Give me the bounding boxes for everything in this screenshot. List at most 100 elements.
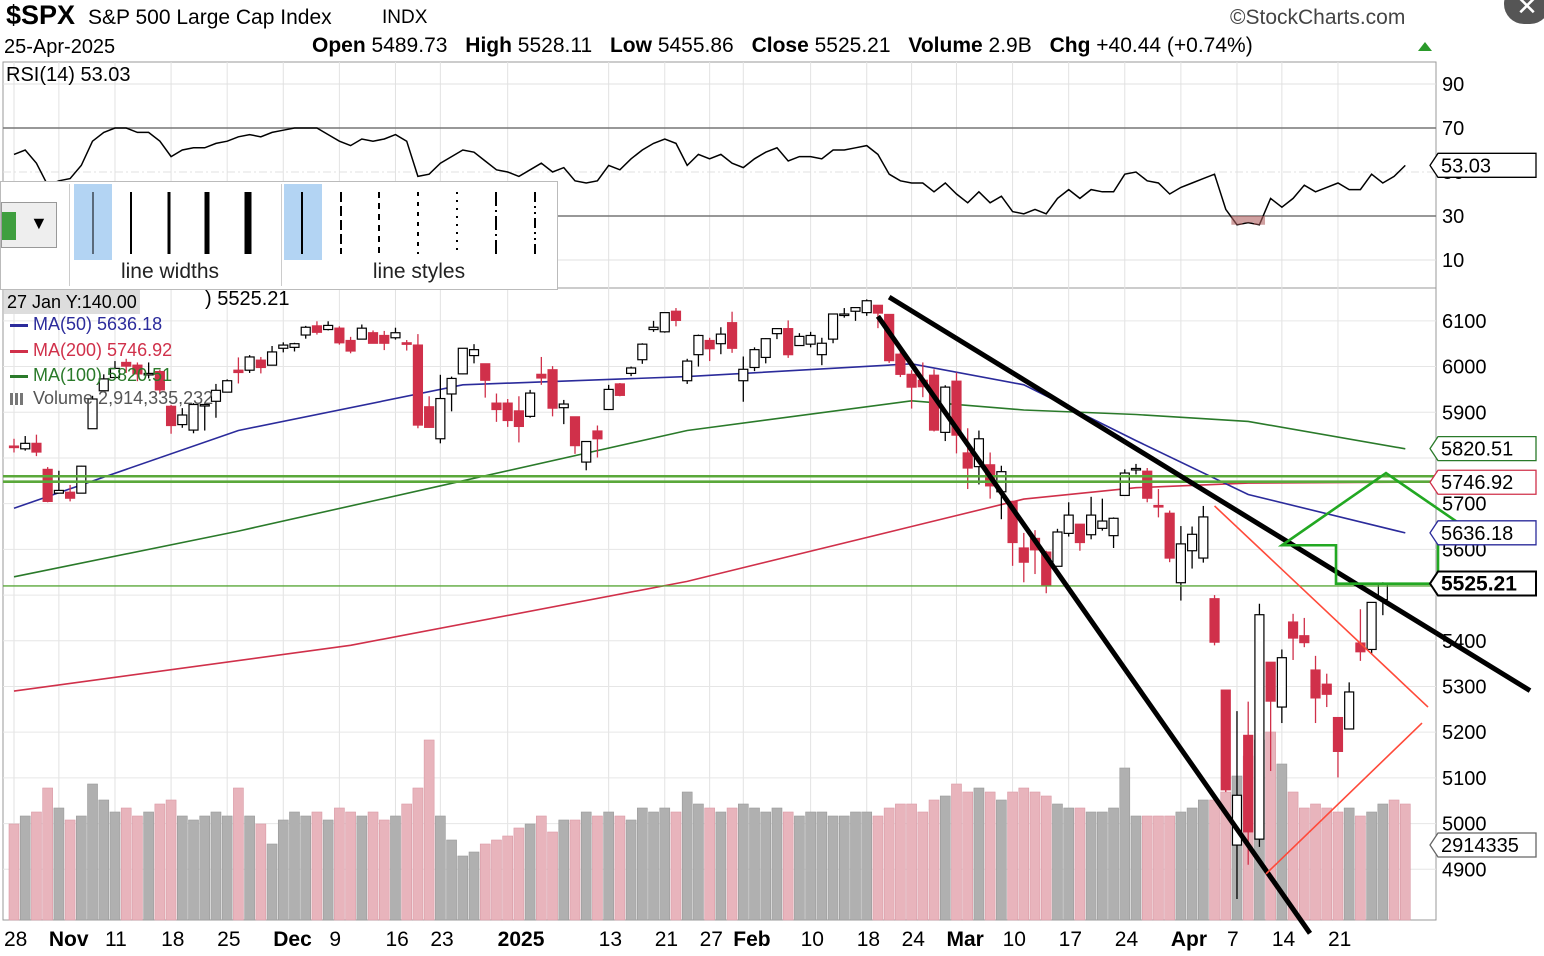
- chg-label: Chg: [1049, 34, 1091, 57]
- volume-bar: [87, 783, 98, 921]
- volume-bar: [188, 819, 199, 921]
- candle-body: [199, 403, 210, 407]
- candle-body: [816, 342, 827, 356]
- candle-body: [1299, 635, 1310, 644]
- ma100-tag: 5820.51: [1429, 435, 1537, 462]
- volume-bar: [356, 815, 368, 921]
- volume-label: Volume: [908, 34, 983, 57]
- candle-body: [323, 324, 334, 331]
- candle-body: [132, 364, 143, 375]
- color-dropdown[interactable]: ▼: [1, 202, 57, 248]
- candle-body: [233, 369, 244, 374]
- legend-volume-text: Volume 2,914,335,232: [33, 388, 214, 408]
- candle-body: [480, 363, 491, 381]
- rsi-panel: [13, 127, 1406, 226]
- candle-body: [143, 372, 154, 376]
- candle-body: [614, 383, 625, 396]
- volume-bar: [1097, 811, 1108, 921]
- ma200-tag-box: [1429, 469, 1537, 495]
- ma100-tag-box: [1429, 435, 1537, 462]
- volume-bar: [289, 811, 300, 921]
- volume-bar: [838, 815, 850, 921]
- price-tick-label: 5300: [1442, 676, 1487, 698]
- candlesticks: [8, 299, 1388, 900]
- open-label: Open: [312, 34, 366, 57]
- candle-body: [1276, 657, 1287, 708]
- candle-body: [154, 370, 165, 391]
- chevron-down-icon[interactable]: ▼: [30, 213, 48, 233]
- volume-bar: [984, 791, 996, 921]
- candle-body: [87, 398, 98, 430]
- symbol: $SPX: [6, 0, 76, 30]
- color-swatch[interactable]: [2, 212, 16, 240]
- candle-body: [1332, 716, 1344, 752]
- legend-ma50-text: MA(50) 5636.18: [33, 314, 163, 334]
- line-styles-label: line styles: [372, 260, 466, 283]
- cursor-info-value: ) 5525.21: [205, 288, 290, 310]
- price-tick-label: 6100: [1442, 311, 1487, 333]
- volume-bar: [300, 815, 312, 921]
- volume-value: 2.9B: [988, 34, 1032, 57]
- candle-body: [502, 402, 513, 422]
- ohlc-summary: Open 5489.73 High 5528.11 Low 5455.86 Cl…: [312, 34, 1253, 58]
- volume-bar: [412, 787, 424, 921]
- rsi-tick-label: 70: [1442, 118, 1464, 140]
- volume-bar: [502, 835, 513, 921]
- volume-bar: [1343, 807, 1355, 921]
- volume-bar: [446, 839, 457, 921]
- candle-body: [165, 405, 177, 427]
- candle-body: [1074, 523, 1086, 544]
- volume-bar: [1186, 807, 1198, 921]
- volume-bar: [1175, 811, 1187, 921]
- volume-bar: [749, 807, 760, 921]
- index-name: S&P 500 Large Cap Index: [88, 6, 332, 29]
- volume-bar: [670, 811, 682, 921]
- candle-body: [861, 300, 872, 314]
- volume-bar: [120, 807, 132, 921]
- volume-bar: [334, 807, 345, 921]
- legend-ma200: MA(200) 5746.92: [10, 340, 172, 361]
- legend-ma100-text: MA(100) 5820.51: [33, 365, 173, 385]
- volume-bar: [917, 811, 929, 921]
- x-tick-label: 27: [700, 928, 723, 951]
- volume-bar: [255, 823, 267, 921]
- candle-body: [446, 377, 457, 395]
- candle-body: [188, 403, 199, 431]
- volume-bar: [861, 811, 873, 921]
- candle-body: [1243, 734, 1254, 833]
- volume-bar: [782, 811, 794, 921]
- ma50-tag: 5636.18: [1429, 520, 1537, 546]
- price-tick-label: 6000: [1442, 357, 1487, 379]
- candle-body: [1052, 531, 1063, 567]
- candle-body: [64, 491, 76, 499]
- line-widths-label: line widths: [120, 260, 220, 283]
- candle-body: [1142, 470, 1153, 499]
- grid-lines: [2, 61, 1437, 921]
- x-tick-label: 11: [105, 928, 127, 951]
- candle-body: [367, 332, 379, 344]
- volume-bar: [491, 839, 502, 921]
- volume-bar: [1074, 807, 1086, 921]
- line-widths-options[interactable]: [70, 184, 270, 260]
- volume-bar: [435, 815, 446, 921]
- candle-body: [1041, 551, 1052, 586]
- volume-bar: [816, 811, 828, 921]
- volume-bar: [233, 787, 244, 921]
- x-tick-label: Feb: [733, 928, 770, 951]
- volume-bar: [322, 819, 334, 921]
- line-styles-options[interactable]: [282, 184, 556, 260]
- candle-body: [581, 440, 592, 463]
- volume-bar: [883, 807, 895, 921]
- x-tick-label: 24: [1115, 928, 1139, 951]
- candle-body: [300, 326, 311, 336]
- candle-body: [850, 306, 861, 312]
- volume-bar: [311, 811, 323, 921]
- x-tick-label: 28: [4, 928, 27, 951]
- price-tick-label: 5900: [1442, 402, 1487, 424]
- volume-bar: [154, 803, 166, 921]
- candle-body: [424, 406, 435, 428]
- candle-body: [244, 356, 255, 371]
- legend-ma200-text: MA(200) 5746.92: [33, 340, 173, 360]
- volume-bar: [1321, 807, 1333, 921]
